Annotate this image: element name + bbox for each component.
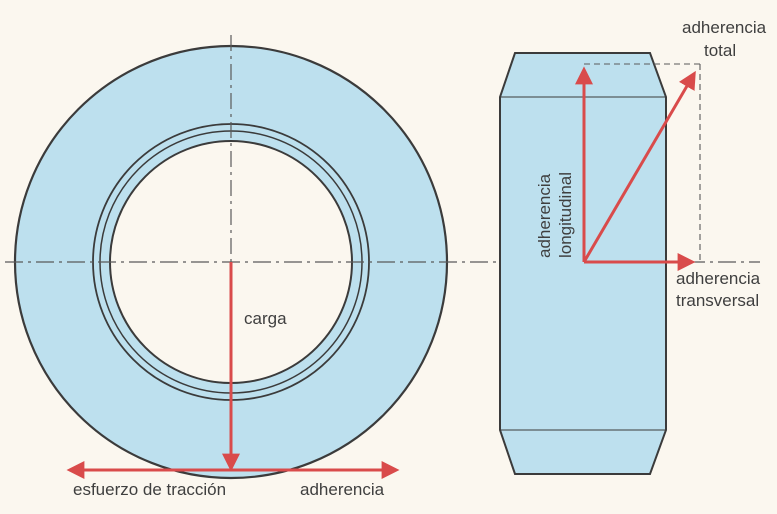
tire-front-view: carga esfuerzo de tracción adherencia	[5, 35, 760, 499]
traction-label: esfuerzo de tracción	[73, 480, 226, 499]
longitudinal-adhesion-label-line1: adherencia	[535, 173, 554, 258]
total-adhesion-label-line1: adherencia	[682, 18, 767, 37]
longitudinal-adhesion-label-line2: longitudinal	[556, 172, 575, 258]
total-adhesion-arrow	[582, 70, 696, 263]
transversal-adhesion-label-line1: adherencia	[676, 269, 761, 288]
total-adhesion-label-line2: total	[704, 41, 736, 60]
tire-side-body	[499, 52, 667, 475]
load-label: carga	[244, 309, 287, 328]
tire-side-view: adherencia total adherencia longitudinal…	[499, 18, 767, 475]
transversal-adhesion-label-line2: transversal	[676, 291, 759, 310]
adhesion-label: adherencia	[300, 480, 385, 499]
